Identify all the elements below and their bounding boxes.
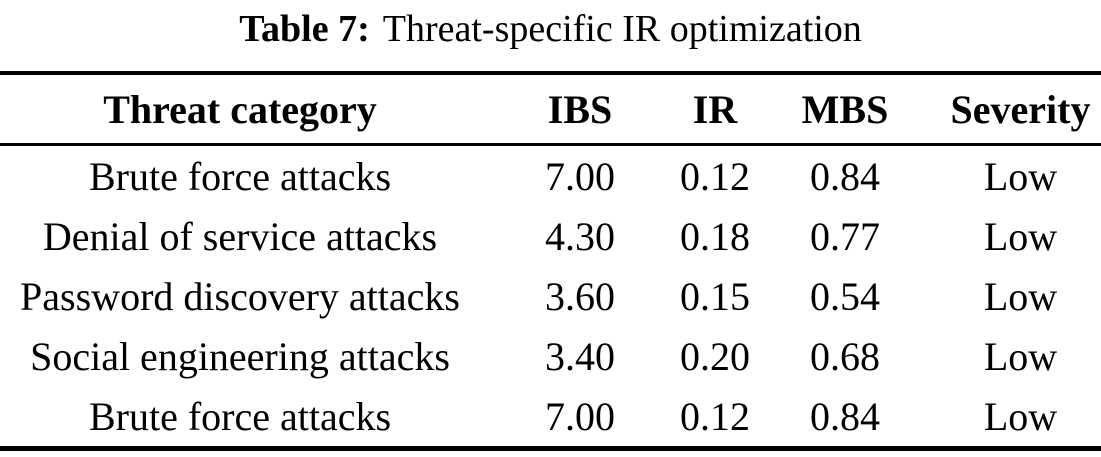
cell-ir: 0.18 <box>680 213 750 259</box>
table-caption-label: Table 7: <box>239 8 370 50</box>
cell-mbs: 0.77 <box>810 213 880 259</box>
cell-threat-category: Denial of service attacks <box>42 213 438 259</box>
cell-severity: Low <box>983 273 1058 319</box>
column-header-threat-category: Threat category <box>0 73 480 146</box>
cell-threat-category: Brute force attacks <box>88 393 392 439</box>
cell-ibs: 3.60 <box>545 273 615 319</box>
cell-severity: Low <box>983 333 1058 379</box>
table-caption-text: Threat-specific IR optimization <box>382 8 862 50</box>
table-caption: Table 7: Threat-specific IR optimization <box>0 0 1101 71</box>
cell-ibs: 3.40 <box>545 333 615 379</box>
cell-ibs: 7.00 <box>545 393 615 439</box>
column-header-mbs: MBS <box>750 73 940 146</box>
cell-ir: 0.15 <box>680 273 750 319</box>
cell-mbs: 0.84 <box>810 153 880 199</box>
column-header-severity: Severity <box>940 73 1101 146</box>
table-row: Denial of service attacks 4.30 0.18 0.77… <box>0 206 1101 266</box>
table-header-row: Threat category IBS IR MBS Severity <box>0 73 1101 146</box>
table-row: Social engineering attacks 3.40 0.20 0.6… <box>0 326 1101 386</box>
table-body: Brute force attacks 7.00 0.12 0.84 Low D… <box>0 145 1101 449</box>
cell-threat-category: Social engineering attacks <box>30 333 450 379</box>
cell-ir: 0.12 <box>680 153 750 199</box>
column-header-ir: IR <box>680 73 750 146</box>
cell-ir: 0.20 <box>680 333 750 379</box>
table-header: Threat category IBS IR MBS Severity <box>0 73 1101 146</box>
cell-mbs: 0.54 <box>810 273 880 319</box>
cell-ir: 0.12 <box>680 393 750 439</box>
column-header-ibs: IBS <box>480 73 680 146</box>
cell-ibs: 7.00 <box>545 153 615 199</box>
table-row: Password discovery attacks 3.60 0.15 0.5… <box>0 266 1101 326</box>
cell-ibs: 4.30 <box>545 213 615 259</box>
cell-threat-category: Brute force attacks <box>88 153 392 199</box>
cell-severity: Low <box>983 393 1058 439</box>
cell-severity: Low <box>983 153 1058 199</box>
cell-mbs: 0.68 <box>810 333 880 379</box>
cell-mbs: 0.84 <box>810 393 880 439</box>
cell-severity: Low <box>983 213 1058 259</box>
cell-threat-category: Password discovery attacks <box>20 273 460 319</box>
data-table: Threat category IBS IR MBS Severity Brut… <box>0 71 1101 451</box>
table-row: Brute force attacks 7.00 0.12 0.84 Low <box>0 386 1101 449</box>
table-row: Brute force attacks 7.00 0.12 0.84 Low <box>0 145 1101 207</box>
